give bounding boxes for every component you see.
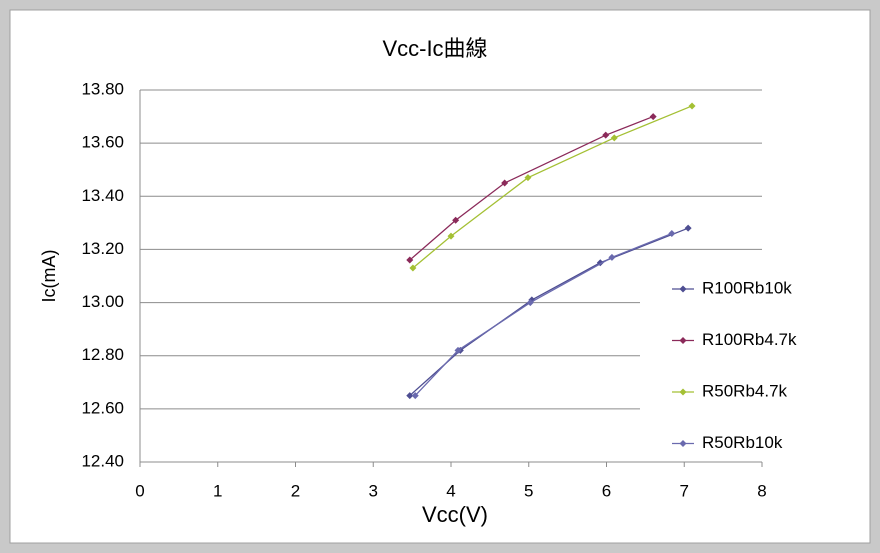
data-point — [406, 392, 414, 400]
x-tick-label: 8 — [757, 481, 766, 500]
legend-marker — [679, 337, 687, 344]
data-point — [649, 113, 657, 121]
data-point — [684, 224, 692, 232]
legend-label: R100Rb10k — [702, 278, 792, 297]
data-point — [526, 299, 534, 307]
x-tick-label: 7 — [680, 481, 689, 500]
y-tick-label: 12.80 — [81, 345, 124, 364]
y-tick-label: 12.40 — [81, 451, 124, 470]
data-point — [524, 174, 532, 182]
x-tick-label: 3 — [369, 481, 378, 500]
y-tick-label: 12.60 — [81, 398, 124, 417]
chart-title: Vcc-Ic曲線 — [382, 36, 487, 61]
data-point — [454, 346, 462, 354]
x-tick-label: 0 — [135, 481, 144, 500]
x-tick-label: 2 — [291, 481, 300, 500]
y-tick-label: 13.40 — [81, 186, 124, 205]
y-tick-label: 13.80 — [81, 79, 124, 98]
legend-box — [640, 263, 765, 460]
x-axis-label: Vcc(V) — [422, 502, 488, 527]
y-axis-label: Ic(mA) — [39, 250, 59, 303]
data-point — [501, 179, 509, 187]
legend-marker — [679, 285, 687, 293]
x-tick-label: 5 — [524, 481, 533, 500]
data-point — [411, 392, 419, 400]
y-tick-label: 13.60 — [81, 133, 124, 152]
data-point — [688, 102, 696, 110]
legend-label: R50Rb4.7k — [702, 381, 788, 400]
y-tick-label: 13.20 — [81, 239, 124, 258]
data-point — [608, 253, 616, 261]
x-tick-label: 6 — [602, 481, 611, 500]
data-point — [447, 232, 455, 240]
x-tick-label: 4 — [446, 481, 455, 500]
data-point — [610, 134, 618, 142]
legend-marker — [679, 388, 687, 396]
legend-label: R100Rb4.7k — [702, 330, 797, 349]
y-tick-label: 13.00 — [81, 292, 124, 311]
data-point — [409, 264, 417, 272]
legend-label: R50Rb10k — [702, 433, 783, 452]
x-tick-label: 1 — [213, 481, 222, 500]
data-point — [602, 131, 610, 139]
data-point — [668, 229, 676, 237]
data-point — [452, 216, 460, 224]
legend-marker — [679, 440, 687, 447]
data-point — [406, 256, 414, 264]
